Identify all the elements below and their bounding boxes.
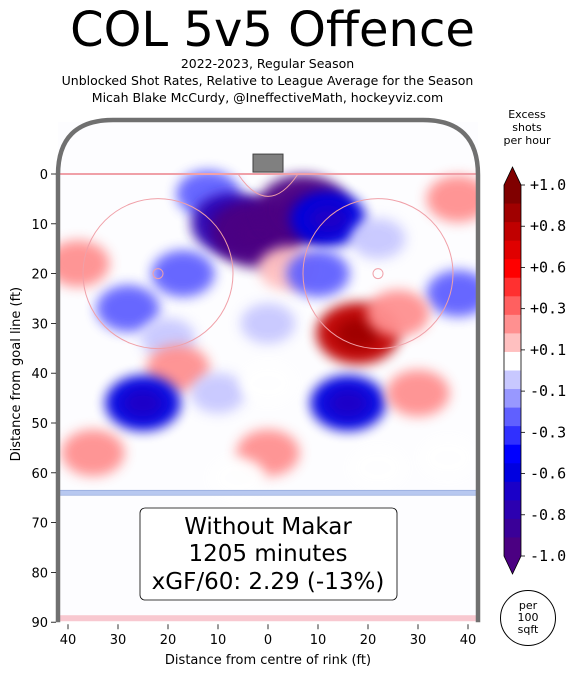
- y-tick-label: 60: [31, 467, 48, 482]
- rink-boards: [55, 117, 481, 623]
- y-tick-label: 80: [31, 566, 48, 581]
- annotation-box-frame: [139, 507, 398, 601]
- x-tick-label: 10: [310, 633, 327, 648]
- colorbar-tick-label: +0.8: [530, 217, 566, 235]
- subtitle-author: Micah Blake McCurdy, @IneffectiveMath, h…: [91, 90, 444, 105]
- colorbar-tick-label: +1.0: [530, 176, 566, 194]
- heatmap-region-core: [328, 389, 368, 417]
- heatmap-region: [350, 447, 406, 489]
- colorbar-tick-label: -0.1: [530, 382, 566, 400]
- x-tick-label: 30: [110, 633, 127, 648]
- annotation-line-1: Without Makar: [184, 514, 352, 540]
- x-tick-label: 10: [210, 633, 227, 648]
- colorbar-max-arrow: [504, 167, 521, 185]
- rink-markings: [55, 117, 481, 623]
- y-tick-label: 50: [31, 417, 48, 432]
- y-tick-label: 40: [31, 367, 48, 382]
- colorbar-tick-label: -0.3: [530, 423, 566, 441]
- colorbar-segment: [504, 333, 521, 353]
- heatmap-region: [240, 303, 296, 344]
- chart-title: COL 5v5 Offence: [70, 2, 475, 58]
- colorbar-segment: [504, 370, 521, 390]
- unit-badge: per 100 sqft: [500, 590, 556, 646]
- colorbar-segment: [504, 481, 521, 501]
- heatmap-region: [426, 270, 478, 317]
- x-tick-label: 30: [410, 633, 427, 648]
- heatmap-region-core: [336, 318, 380, 349]
- subtitle-description: Unblocked Shot Rates, Relative to League…: [61, 73, 474, 88]
- colorbar-segment: [504, 407, 521, 427]
- colorbar-segment: [504, 277, 521, 297]
- colorbar-title: Excess shots per hour: [503, 108, 551, 147]
- heatmap-region: [426, 175, 478, 223]
- colorbar-segment: [504, 444, 521, 464]
- x-tick-label: 20: [160, 633, 177, 648]
- colorbar-segment: [504, 203, 521, 223]
- y-tick-label: 10: [31, 218, 48, 233]
- colorbar-segment: [504, 500, 521, 520]
- heatmap-region: [190, 372, 246, 414]
- colorbar-tick-label: -0.6: [530, 465, 566, 483]
- heatmap-region: [151, 250, 215, 297]
- heatmap-region-core: [308, 205, 348, 233]
- heatmap-region: [350, 218, 406, 259]
- colorbar-segment: [504, 351, 521, 371]
- faceoff-dot-left: [152, 268, 164, 280]
- heatmap-region: [210, 457, 266, 499]
- colorbar-segment: [504, 463, 521, 483]
- x-tick-label: 20: [360, 633, 377, 648]
- faceoff-circle-right: [302, 198, 454, 350]
- faceoff-circle-left: [82, 198, 234, 350]
- colorbar-segment: [504, 259, 521, 279]
- x-tick-label: 40: [460, 633, 477, 648]
- y-tick-label: 0: [40, 168, 48, 183]
- colorbar-tick-label: +0.1: [530, 341, 566, 359]
- heatmap-region: [366, 290, 430, 337]
- colorbar-segment: [504, 314, 521, 334]
- annotation-box: Without Makar 1205 minutes xGF/60: 2.29 …: [139, 507, 398, 601]
- centre-line: [58, 615, 478, 622]
- goal-crease: [237, 173, 299, 197]
- colorbar-segment: [504, 296, 521, 316]
- heatmap-region: [386, 369, 450, 417]
- heatmap-region: [61, 429, 125, 477]
- y-axis-label: Distance from goal line (ft): [9, 287, 24, 461]
- axes: 40 30 20 10 0 10 20 30 40 0 10 20 30 40 50 60 70 80 90 Dist…: [9, 168, 476, 668]
- colorbar-min-arrow: [504, 556, 521, 574]
- y-tick-label: 90: [31, 616, 48, 631]
- colorbar-segment: [504, 240, 521, 260]
- goal-net: [252, 153, 284, 173]
- annotation-line-3: xGF/60: 2.29 (-13%): [152, 569, 385, 595]
- colorbar-segment: [504, 518, 521, 538]
- colorbar-segment: [504, 537, 521, 557]
- heatmap-region: [420, 437, 476, 479]
- heatmap-region: [96, 285, 160, 332]
- x-tick-label: 40: [60, 633, 77, 648]
- colorbar-segment: [504, 426, 521, 446]
- heatmap-region: [240, 362, 296, 404]
- x-axis-label: Distance from centre of rink (ft): [165, 653, 371, 668]
- colorbar-segment: [504, 222, 521, 242]
- y-tick-label: 30: [31, 317, 48, 332]
- heatmap-region-core: [123, 389, 163, 417]
- colorbar-tick-label: +0.3: [530, 300, 566, 318]
- subtitle-season: 2022-2023, Regular Season: [180, 56, 355, 71]
- colorbar-tick-label: -1.0: [530, 547, 566, 565]
- colorbar-segment: [504, 389, 521, 409]
- blue-line: [57, 489, 479, 496]
- colorbar-segment: [504, 185, 521, 205]
- annotation-line-2: 1205 minutes: [189, 541, 348, 567]
- colorbar: +1.0 +0.8 +0.6 +0.3 +0.1 -0.1 -0.3 -0.6 -0.8 -1.0: [503, 166, 566, 575]
- heatmap-regions: [58, 170, 478, 499]
- y-tick-label: 70: [31, 517, 48, 532]
- x-tick-label: 0: [264, 633, 272, 648]
- colorbar-tick-label: -0.8: [530, 506, 566, 524]
- heatmap-region: [58, 240, 110, 287]
- colorbar-tick-label: +0.6: [530, 258, 566, 276]
- heatmap-region: [286, 250, 350, 297]
- y-tick-label: 20: [31, 268, 48, 283]
- faceoff-dot-right: [372, 268, 384, 280]
